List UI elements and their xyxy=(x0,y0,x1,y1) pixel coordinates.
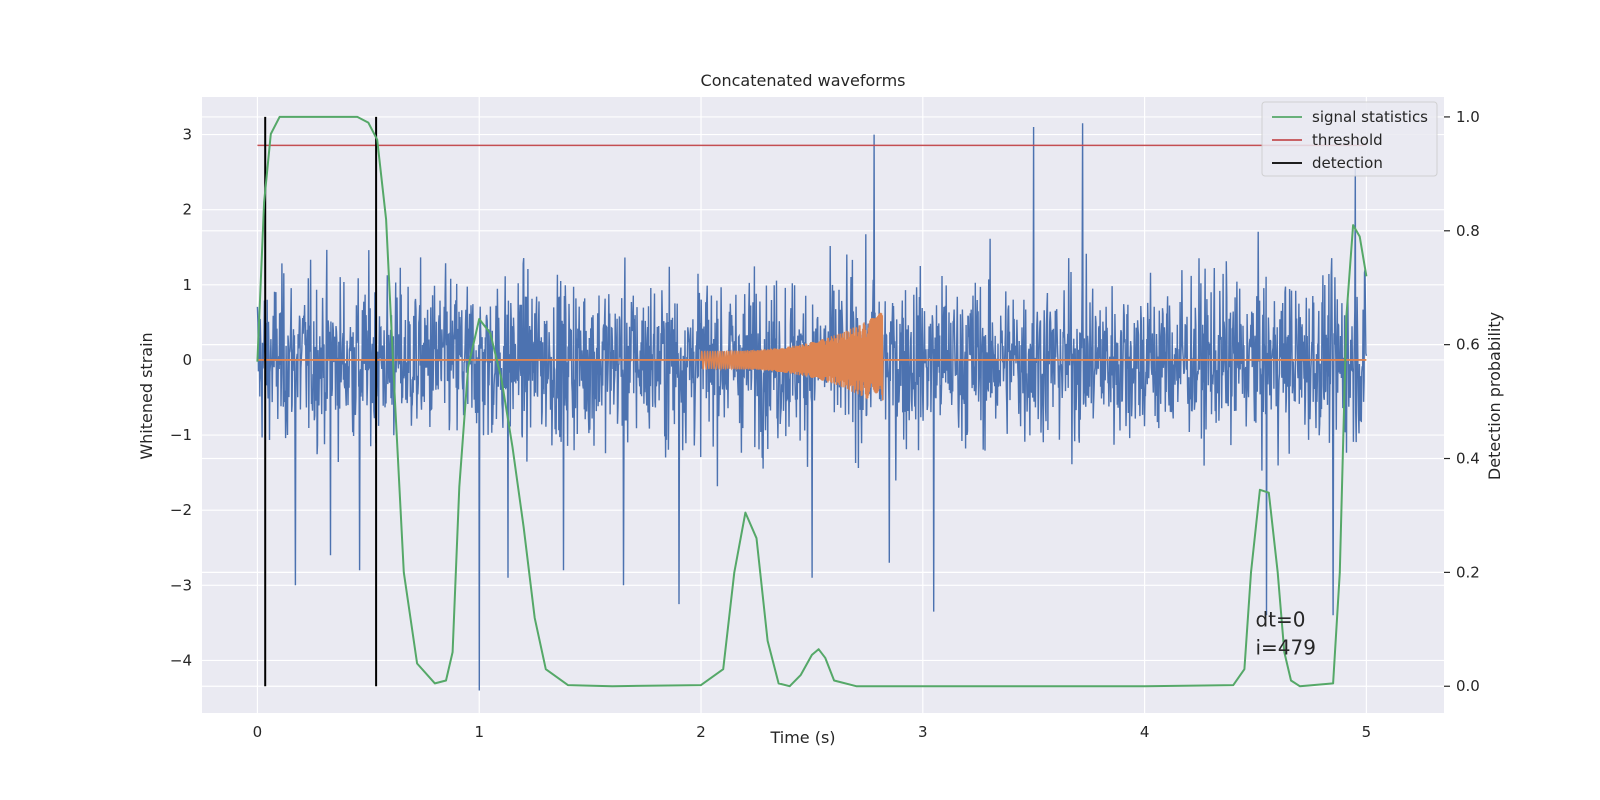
y-right-tick-label: 0.4 xyxy=(1456,450,1480,468)
y-right-axis-label: Detection probability xyxy=(1485,312,1504,480)
y-right-tick-label: 1.0 xyxy=(1456,108,1480,126)
y-tick-label: −4 xyxy=(170,651,192,669)
noise-series-line xyxy=(256,123,1368,691)
legend: signal statistics threshold detection xyxy=(1261,101,1438,177)
x-tick-label: 5 xyxy=(1362,723,1372,741)
y-right-axis-ticks: 0.0 0.2 0.4 0.6 0.8 1.0 xyxy=(1444,108,1480,695)
y-tick-label: 0 xyxy=(182,351,192,369)
x-tick-label: 4 xyxy=(1140,723,1150,741)
annotation-index: i=479 xyxy=(1255,635,1316,659)
legend-label-threshold: threshold xyxy=(1312,131,1383,149)
x-axis-ticks: 0 1 2 3 4 5 xyxy=(253,723,1371,741)
legend-label-detection: detection xyxy=(1312,154,1383,172)
plot-area xyxy=(256,115,1368,691)
y-axis-ticks: −4 −3 −2 −1 0 1 2 3 xyxy=(170,126,192,670)
injection-series-line xyxy=(700,312,884,401)
annotation-dt: dt=0 xyxy=(1255,608,1305,632)
chart-title: Concatenated waveforms xyxy=(701,71,906,90)
y-tick-label: 1 xyxy=(182,276,192,294)
legend-label-signal-statistics: signal statistics xyxy=(1312,108,1428,126)
y-right-tick-label: 0.0 xyxy=(1456,677,1480,695)
x-tick-label: 2 xyxy=(696,723,706,741)
y-right-tick-label: 0.2 xyxy=(1456,563,1480,581)
y-tick-label: −1 xyxy=(170,426,192,444)
y-tick-label: −2 xyxy=(170,501,192,519)
signal-statistics-line xyxy=(256,115,1368,688)
x-tick-label: 0 xyxy=(253,723,263,741)
x-tick-label: 3 xyxy=(918,723,928,741)
x-axis-label: Time (s) xyxy=(769,728,835,747)
y-right-tick-label: 0.8 xyxy=(1456,222,1480,240)
y-axis-label: Whitened strain xyxy=(137,332,156,459)
y-tick-label: 2 xyxy=(182,201,192,219)
legend-box xyxy=(1261,101,1438,177)
y-tick-label: 3 xyxy=(182,126,192,144)
x-tick-label: 1 xyxy=(474,723,484,741)
y-tick-label: −3 xyxy=(170,576,192,594)
y-right-tick-label: 0.6 xyxy=(1456,336,1480,354)
